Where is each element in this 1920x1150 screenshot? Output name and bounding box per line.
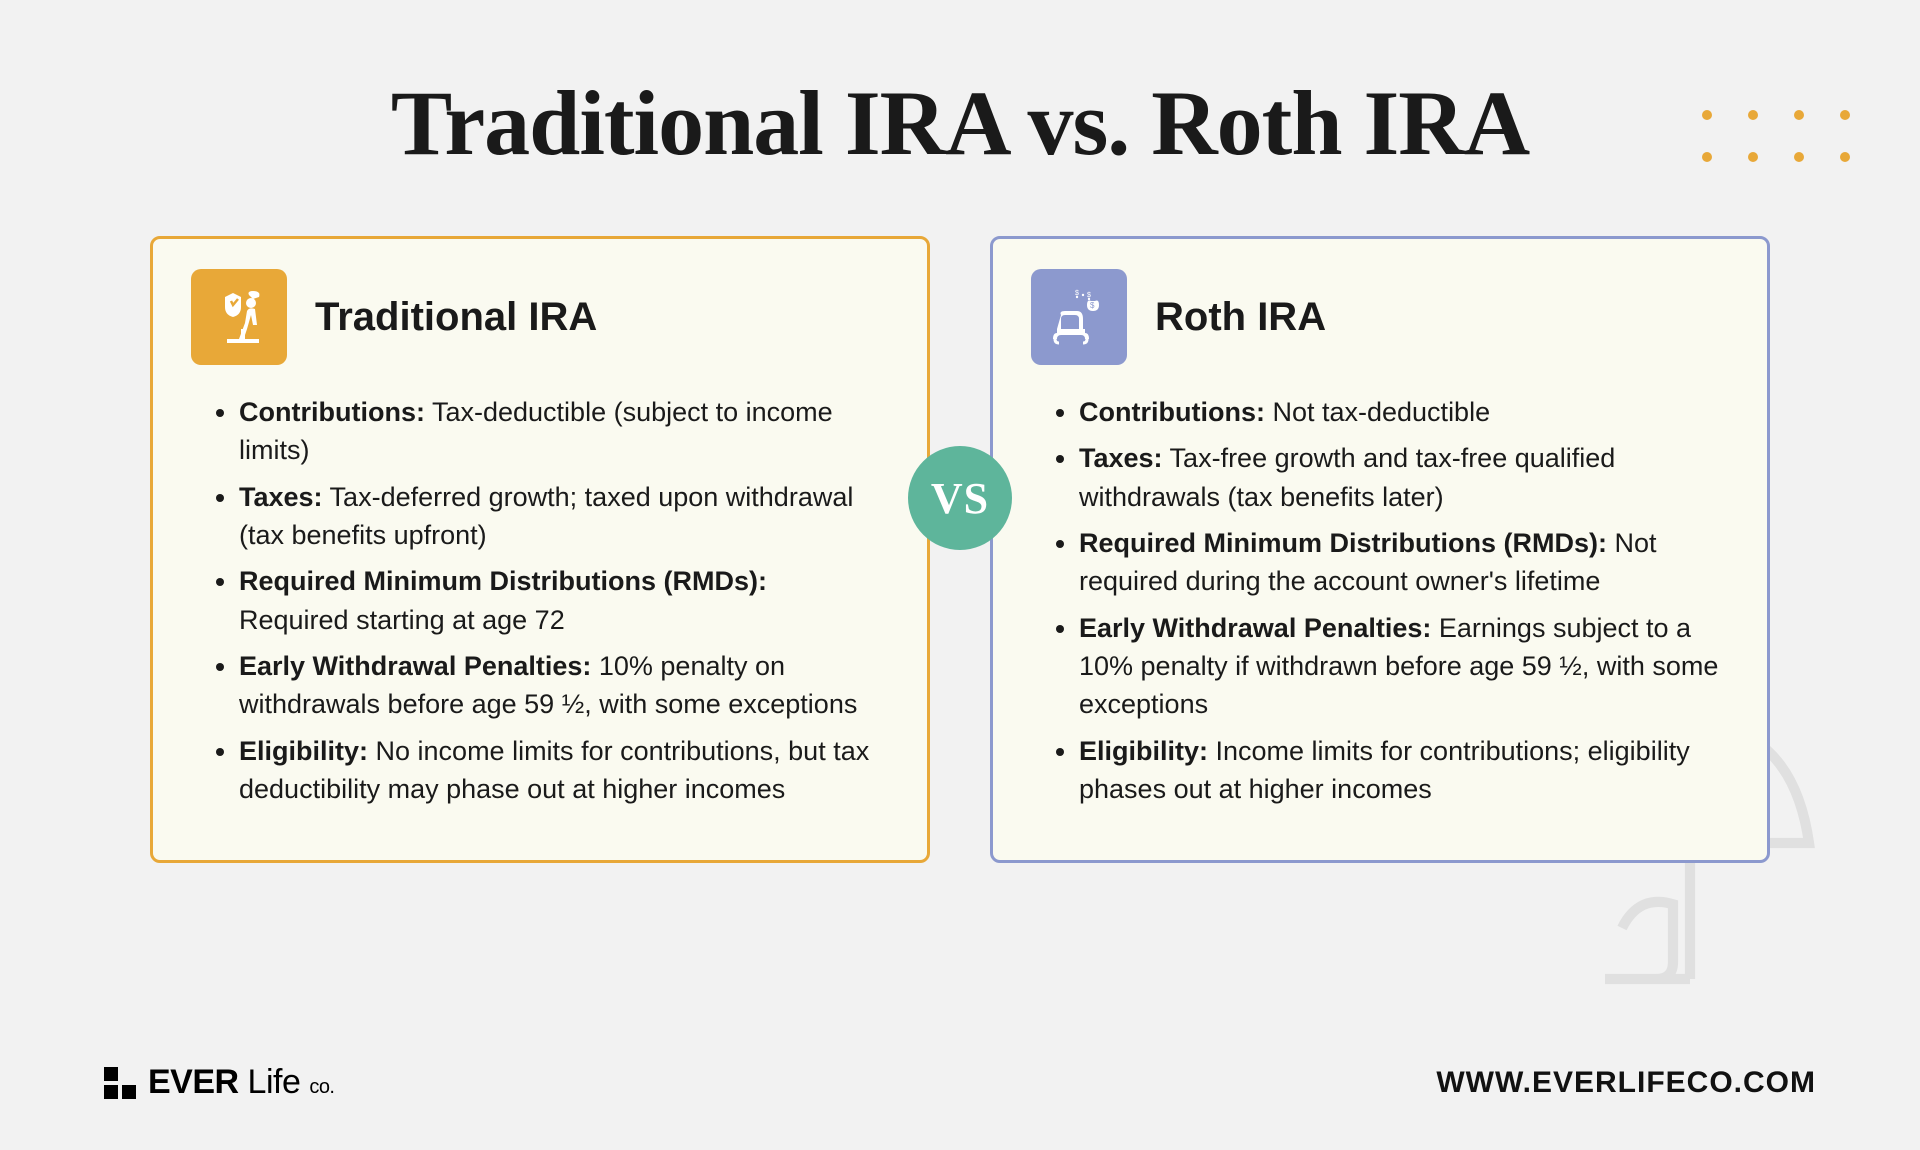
list-item: Eligibility: No income limits for contri… <box>239 732 883 809</box>
page-title: Traditional IRA vs. Roth IRA <box>0 70 1920 176</box>
traditional-bullets: Contributions: Tax-deductible (subject t… <box>197 393 883 808</box>
footer: EVER Life co. WWW.EVERLIFECO.COM <box>0 1063 1920 1102</box>
list-item: Early Withdrawal Penalties: Earnings sub… <box>1079 609 1723 724</box>
list-item: Taxes: Tax-deferred growth; taxed upon w… <box>239 478 883 555</box>
traditional-icon <box>191 269 287 365</box>
list-item: Required Minimum Distributions (RMDs): N… <box>1079 524 1723 601</box>
list-item: Taxes: Tax-free growth and tax-free qual… <box>1079 439 1723 516</box>
roth-icon: $ $ $ <box>1031 269 1127 365</box>
comparison-row: Traditional IRA Contributions: Tax-deduc… <box>0 236 1920 863</box>
vs-badge: VS <box>908 446 1012 550</box>
list-item: Eligibility: Income limits for contribut… <box>1079 732 1723 809</box>
traditional-card-header: Traditional IRA <box>197 269 883 365</box>
traditional-title: Traditional IRA <box>315 295 597 340</box>
list-item: Early Withdrawal Penalties: 10% penalty … <box>239 647 883 724</box>
roth-bullets: Contributions: Not tax-deductible Taxes:… <box>1037 393 1723 808</box>
svg-text:$: $ <box>1090 301 1095 310</box>
website-url: WWW.EVERLIFECO.COM <box>1436 1066 1816 1100</box>
brand-logo: EVER Life co. <box>104 1063 335 1102</box>
list-item: Contributions: Not tax-deductible <box>1079 393 1723 431</box>
traditional-ira-card: Traditional IRA Contributions: Tax-deduc… <box>150 236 930 863</box>
logo-mark-icon <box>104 1067 136 1099</box>
list-item: Required Minimum Distributions (RMDs): R… <box>239 562 883 639</box>
roth-card-header: $ $ $ Roth IRA <box>1037 269 1723 365</box>
list-item: Contributions: Tax-deductible (subject t… <box>239 393 883 470</box>
logo-text: EVER Life co. <box>148 1063 335 1102</box>
roth-title: Roth IRA <box>1155 295 1326 340</box>
roth-ira-card: $ $ $ Roth IRA Contributions: Not tax-de… <box>990 236 1770 863</box>
decorative-dots <box>1702 110 1850 162</box>
